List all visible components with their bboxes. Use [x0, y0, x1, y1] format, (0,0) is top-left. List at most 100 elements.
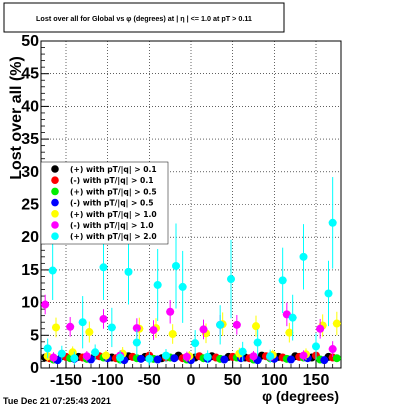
data-point [78, 318, 87, 327]
data-point [99, 263, 108, 272]
data-point [328, 345, 337, 354]
y-tick-label: 50 [21, 33, 39, 50]
data-point [252, 322, 260, 331]
series-7 [43, 177, 337, 366]
legend-entry: (-) with pT/|q| > 0.1 [70, 176, 154, 186]
data-point [170, 354, 179, 363]
data-point [70, 354, 79, 363]
x-tick-label: 150 [303, 372, 330, 389]
data-point [253, 338, 262, 347]
data-point [132, 338, 141, 347]
data-point [232, 320, 241, 329]
data-point [220, 355, 229, 364]
data-point [132, 324, 141, 333]
data-point [48, 266, 57, 275]
y-tick-label: 30 [21, 164, 39, 181]
x-tick-label: 50 [224, 372, 242, 389]
data-point [332, 354, 341, 363]
data-points [41, 177, 341, 366]
y-tick-label: 20 [21, 229, 39, 246]
data-point [166, 307, 175, 316]
data-point [287, 355, 295, 364]
data-point [168, 329, 177, 338]
legend-marker [51, 232, 59, 240]
x-tick-label: 100 [261, 372, 288, 389]
data-point [172, 261, 180, 270]
data-point [216, 320, 225, 329]
data-point [191, 339, 200, 348]
chart-title: Lost over all for Global vs φ (degrees) … [36, 14, 252, 23]
data-point [312, 342, 320, 351]
data-point [324, 289, 333, 298]
grid-lines [41, 41, 341, 368]
y-tick-label: 15 [21, 262, 39, 279]
legend-marker [51, 165, 59, 173]
data-point [107, 323, 116, 332]
data-point [182, 352, 191, 361]
y-tick-label: 10 [21, 295, 39, 312]
x-tick-label: -100 [92, 372, 124, 389]
data-point [66, 322, 75, 331]
y-tick-label: 45 [21, 66, 39, 83]
data-point [145, 354, 154, 363]
legend-entry: (+) with pT/|q| > 2.0 [70, 232, 157, 242]
data-point [328, 218, 337, 227]
data-point [266, 352, 275, 361]
data-point [91, 348, 100, 357]
data-point [116, 353, 125, 362]
data-point [49, 353, 58, 362]
timestamp: Tue Dec 21 07:25:43 2021 [3, 396, 111, 406]
data-point [203, 352, 212, 361]
data-point [285, 328, 294, 337]
data-point [57, 349, 66, 358]
data-point [320, 356, 329, 365]
x-tick-label: -50 [138, 372, 161, 389]
data-point [316, 324, 325, 333]
y-tick-label: 25 [21, 197, 39, 214]
data-point [238, 347, 247, 356]
x-tick-label: 0 [187, 372, 196, 389]
legend: (+) with pT/|q| > 0.1(-) with pT/|q| > 0… [40, 161, 169, 245]
data-point [162, 351, 170, 360]
legend-marker [51, 210, 59, 218]
data-point [52, 323, 60, 332]
x-axis: -150 -100 -50 0 50 100 150 [48, 359, 334, 389]
data-point [85, 328, 94, 337]
data-point [124, 267, 133, 276]
data-point [178, 282, 187, 291]
legend-entry: (+) with pT/|q| > 0.5 [70, 187, 157, 197]
data-point [249, 352, 258, 361]
data-point [299, 252, 308, 261]
data-point [332, 319, 341, 328]
data-point [199, 325, 208, 334]
legend-entry: (-) with pT/|q| > 0.5 [70, 199, 154, 209]
y-tick-label: 0 [30, 360, 39, 377]
data-point [41, 300, 50, 309]
title-box: Lost over all for Global vs φ (degrees) … [3, 2, 285, 33]
data-point [278, 276, 287, 285]
data-point [153, 355, 162, 364]
data-point [99, 314, 108, 323]
data-point [227, 275, 235, 284]
data-point [82, 352, 91, 361]
y-axis-label: Lost over all (%) [8, 56, 25, 180]
x-tick-label: -150 [50, 372, 82, 389]
legend-entry: (+) with pT/|q| > 1.0 [70, 210, 157, 220]
data-point [137, 354, 145, 363]
data-point [43, 344, 52, 353]
data-point [149, 326, 158, 335]
legend-marker [51, 221, 59, 229]
y-tick-label: 40 [21, 98, 39, 115]
data-point [282, 310, 291, 319]
legend-entry: (+) with pT/|q| > 0.1 [70, 165, 157, 175]
y-axis: 0 5 10 15 20 25 30 35 40 45 50 [21, 33, 49, 377]
data-point [299, 351, 308, 360]
y-tick-label: 5 [30, 327, 39, 344]
data-point [153, 280, 162, 289]
legend-marker [51, 198, 59, 207]
data-point [288, 313, 297, 322]
legend-marker [51, 176, 59, 184]
y-tick-label: 35 [21, 131, 39, 148]
data-point [102, 351, 110, 360]
